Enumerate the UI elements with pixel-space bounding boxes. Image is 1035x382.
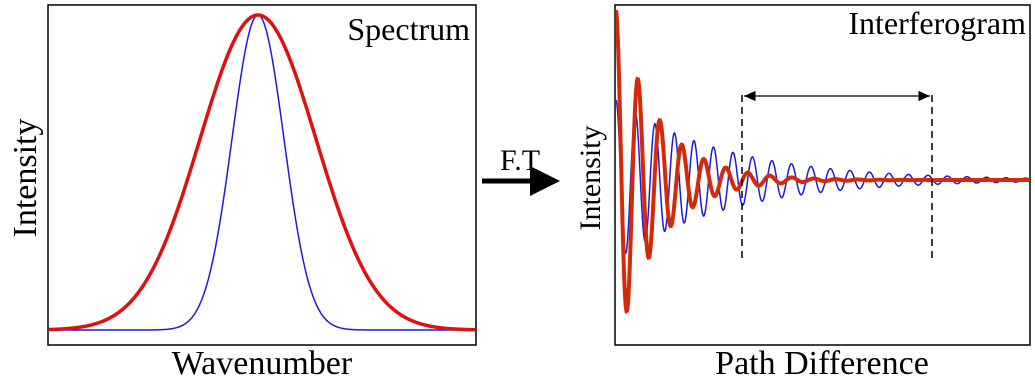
x-label: Wavenumber	[172, 345, 353, 382]
interferogram-frame	[614, 4, 1031, 346]
spectrum-frame	[47, 4, 477, 346]
spectrum-title: Spectrum	[347, 11, 470, 47]
narrow-spectrum	[49, 14, 475, 331]
ft-label: F.T	[500, 144, 540, 177]
interferogram-title: Interferogram	[848, 5, 1026, 41]
y-label: Intensity	[574, 126, 607, 231]
x-label: Path Difference	[715, 345, 929, 382]
spectrum-curves	[49, 13, 475, 332]
interferogram-curves	[616, 9, 1029, 314]
broad-spectrum	[49, 13, 475, 332]
broad-interferogram	[616, 9, 1029, 314]
y-label: Intensity	[7, 119, 44, 238]
